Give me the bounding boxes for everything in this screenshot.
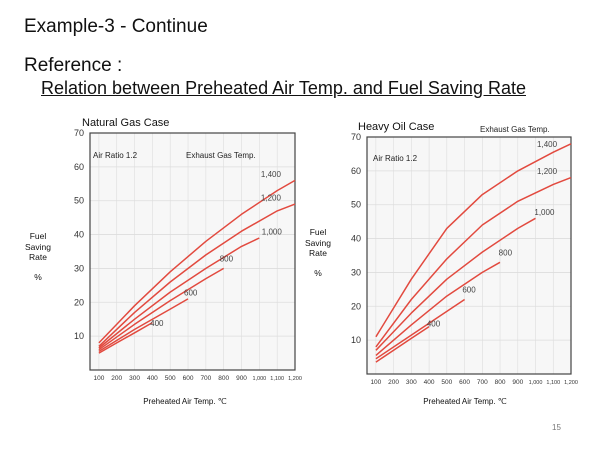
series-label: 1,000 [262, 228, 283, 237]
x-tick-label: 800 [495, 379, 506, 386]
x-tick-label: 400 [424, 379, 435, 386]
y-tick-label: 40 [74, 230, 84, 240]
x-tick-label: 1,100 [546, 380, 560, 386]
air-ratio-annotation: Air Ratio 1.2 [93, 151, 138, 160]
ylabel-line: Rate [29, 252, 47, 263]
series-label: 1,400 [261, 170, 282, 179]
series-label: 600 [184, 289, 198, 298]
series-label: 400 [150, 319, 164, 328]
series-label: 400 [427, 320, 441, 329]
ylabel-line: Fuel [29, 231, 47, 241]
x-tick-label: 800 [218, 375, 229, 382]
x-tick-label: 1,000 [252, 376, 266, 382]
x-tick-label: 1,000 [529, 380, 543, 386]
y-tick-label: 70 [351, 132, 361, 142]
slide-title: Example-3 - Continue [24, 16, 208, 37]
exhaust-gas-header: Exhaust Gas Temp. [186, 151, 256, 160]
series-line [375, 325, 430, 363]
series-line [98, 237, 260, 349]
x-tick-label: 700 [200, 375, 211, 382]
series-line [375, 217, 536, 351]
series-label: 1,400 [537, 140, 558, 149]
ylabel-line: % [34, 271, 42, 282]
ylabel-line: Fuel [309, 227, 327, 237]
ylabel-line: Saving [305, 237, 331, 248]
series-line [375, 143, 572, 338]
reference-subtitle: Relation between Preheated Air Temp. and… [41, 78, 526, 98]
ylabel-line: Rate [309, 248, 327, 259]
y-tick-label: 10 [74, 331, 84, 341]
plot-frame [366, 136, 572, 375]
exhaust-gas-header: Exhaust Gas Temp. [480, 125, 550, 134]
air-ratio-annotation: Air Ratio 1.2 [373, 154, 418, 163]
series-label: 800 [499, 249, 513, 258]
x-tick-label: 700 [477, 379, 488, 386]
x-tick-label: 1,200 [564, 380, 578, 386]
y-tick-label: 60 [74, 162, 84, 172]
series-label: 1,000 [534, 208, 555, 217]
y-tick-label: 20 [351, 301, 361, 311]
x-tick-label: 200 [111, 375, 122, 382]
series-line [375, 176, 572, 348]
plot-frame [89, 132, 296, 371]
series-label: 600 [462, 286, 476, 295]
x-tick-label: 300 [406, 379, 417, 386]
ylabel-line: % [314, 267, 322, 278]
series-label: 800 [220, 255, 234, 264]
x-tick-label: 400 [147, 375, 158, 382]
x-tick-label: 600 [459, 379, 470, 386]
series-line [98, 267, 225, 351]
natural-gas-xlabel: Preheated Air Temp. ℃ [143, 397, 227, 406]
x-tick-label: 500 [165, 375, 176, 382]
y-tick-label: 40 [351, 234, 361, 244]
x-tick-label: 1,100 [270, 376, 284, 382]
y-tick-label: 50 [351, 200, 361, 210]
series-label: 1,200 [261, 194, 282, 203]
y-tick-label: 10 [351, 335, 361, 345]
x-tick-label: 200 [388, 379, 399, 386]
series-line [375, 261, 501, 356]
y-tick-label: 20 [74, 297, 84, 307]
series-line [98, 203, 296, 347]
natural-gas-chart-title: Natural Gas Case [82, 117, 170, 129]
y-tick-label: 30 [74, 263, 84, 273]
y-tick-label: 60 [351, 166, 361, 176]
page-number: 15 [552, 423, 561, 432]
natural-gas-ylabel: Fuel Saving Rate % [18, 231, 58, 283]
series-line [98, 298, 189, 353]
plot-area [90, 133, 295, 370]
x-tick-label: 1,200 [288, 376, 302, 382]
y-tick-label: 70 [74, 128, 84, 138]
heavy-oil-chart-title: Heavy Oil Case [358, 121, 435, 133]
x-tick-label: 900 [512, 379, 523, 386]
x-tick-label: 900 [236, 375, 247, 382]
series-label: 1,200 [537, 167, 558, 176]
x-tick-label: 500 [441, 379, 452, 386]
y-tick-label: 30 [351, 267, 361, 277]
series-line [98, 179, 296, 344]
x-tick-label: 600 [183, 375, 194, 382]
x-tick-label: 300 [129, 375, 140, 382]
ylabel-line: Saving [25, 241, 51, 252]
x-tick-label: 100 [93, 375, 104, 382]
reference-label: Reference : [24, 55, 123, 76]
heavy-oil-xlabel: Preheated Air Temp. ℃ [423, 397, 507, 406]
series-line [375, 298, 466, 360]
y-tick-label: 50 [74, 196, 84, 206]
heavy-oil-ylabel: Fuel Saving Rate % [298, 227, 338, 279]
x-tick-label: 100 [370, 379, 381, 386]
series-line [98, 321, 153, 354]
